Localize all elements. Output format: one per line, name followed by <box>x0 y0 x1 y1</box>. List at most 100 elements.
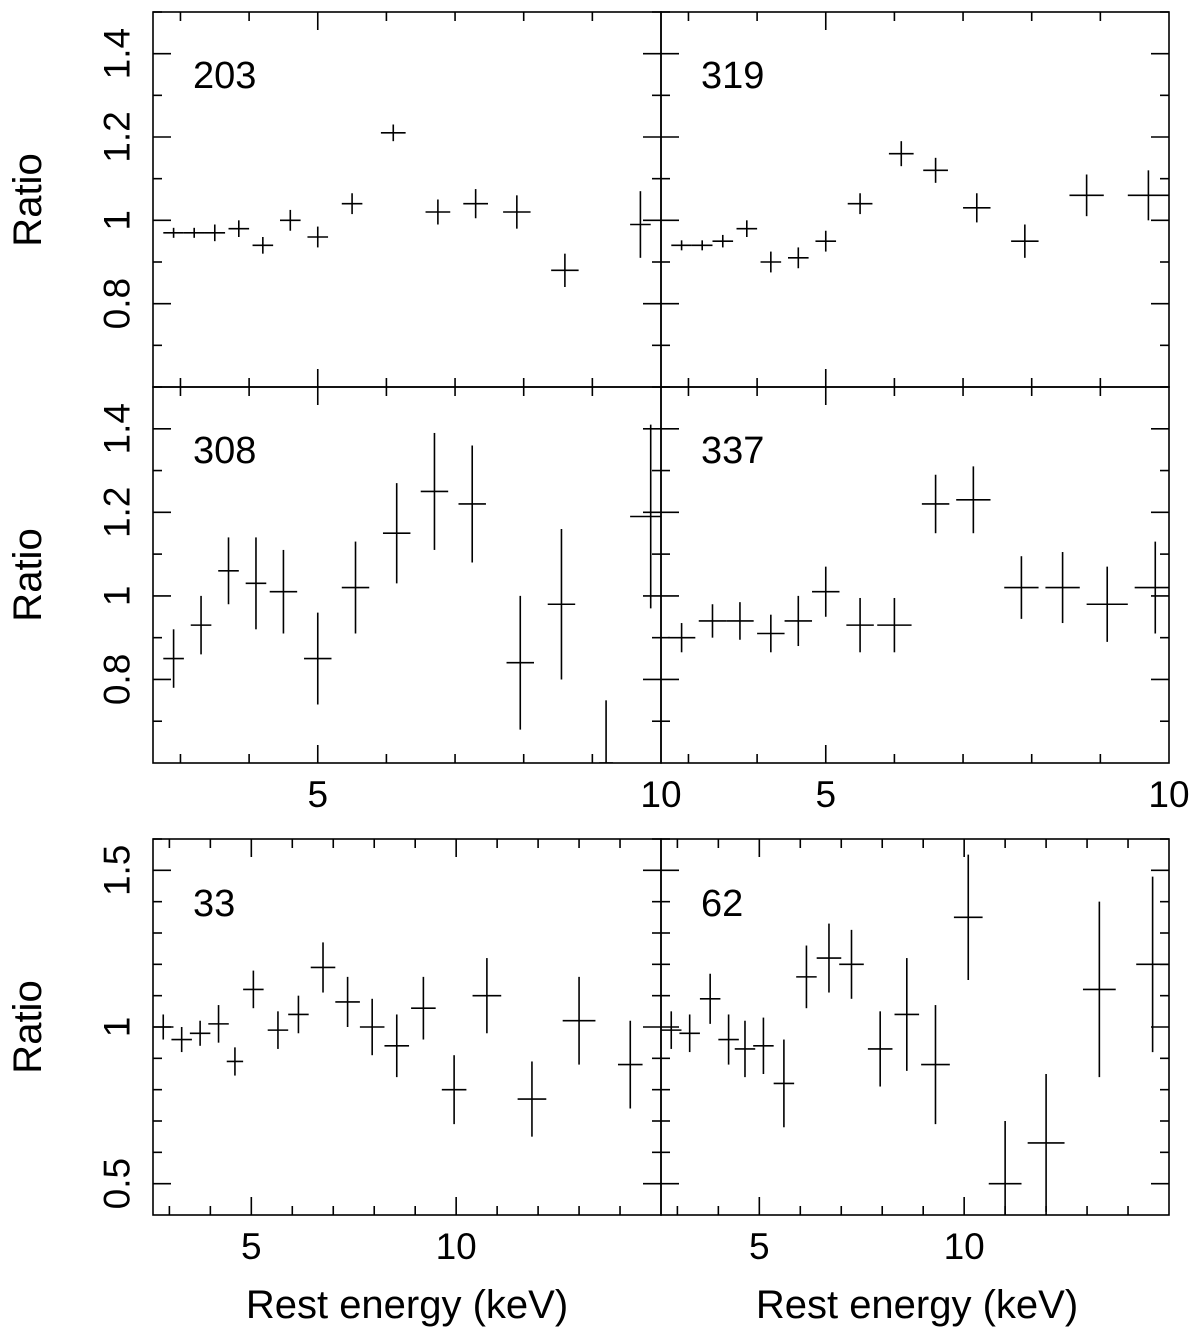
data-point <box>517 1061 547 1137</box>
data-point <box>163 629 184 688</box>
data-point <box>963 193 991 223</box>
data-point <box>773 1039 795 1128</box>
data-point <box>341 541 370 634</box>
y-axis-label: Ratio <box>6 980 50 1073</box>
data-point <box>712 234 734 248</box>
data-point <box>1127 170 1169 221</box>
chart-panel-33: 0.5 1 1.5 5 10 33 <box>97 838 662 1267</box>
x-axis-label: Rest energy (keV) <box>246 1283 568 1327</box>
data-point <box>1134 541 1169 634</box>
chart-panel-62: 5 10 62 <box>660 838 1170 1267</box>
data-point <box>815 230 837 252</box>
data-point <box>226 1047 244 1076</box>
data-point <box>839 929 864 999</box>
data-point <box>736 220 758 237</box>
data-point <box>698 604 727 638</box>
y-tick-label: 1.2 <box>97 111 138 162</box>
x-tick-label: 5 <box>241 1226 262 1267</box>
data-series <box>153 942 643 1137</box>
data-series <box>163 424 661 763</box>
data-point <box>1136 876 1169 1053</box>
data-point <box>1045 552 1080 624</box>
data-point <box>503 195 531 229</box>
panel-label: 203 <box>193 55 256 97</box>
data-point <box>1082 901 1116 1078</box>
data-point <box>420 432 449 550</box>
chart-panel-203: 0.8 1 1.2 1.4 203 <box>97 11 662 388</box>
x-tick-label: 10 <box>640 774 681 815</box>
data-point <box>671 240 692 251</box>
data-point <box>691 240 713 251</box>
data-point <box>562 976 596 1065</box>
data-point <box>847 193 873 215</box>
data-point <box>441 1055 467 1125</box>
data-point <box>718 1014 739 1065</box>
x-axis-label: Rest energy (keV) <box>756 1283 1078 1327</box>
data-point <box>171 1027 192 1053</box>
y-tick-label: 1 <box>97 1017 138 1038</box>
data-point <box>953 854 983 980</box>
x-tick-label: 5 <box>815 774 836 815</box>
data-point <box>812 566 840 617</box>
data-point <box>310 942 336 993</box>
data-point <box>228 220 250 237</box>
data-point <box>189 1020 211 1046</box>
data-point <box>846 597 874 653</box>
data-point <box>267 1011 289 1049</box>
data-series <box>163 124 651 287</box>
data-point <box>304 612 332 705</box>
data-point <box>816 923 842 993</box>
chart-panel-308: 0.8 1 1.2 1.4 5 10 308 <box>97 386 682 815</box>
data-point <box>699 973 721 1024</box>
chart-panel-337: 5 10 337 <box>660 386 1190 815</box>
data-point <box>341 193 363 215</box>
panel-label: 308 <box>193 430 256 472</box>
data-point <box>307 226 329 248</box>
data-point <box>988 1121 1022 1215</box>
data-point <box>599 700 613 763</box>
y-tick-label: 0.5 <box>97 1158 138 1209</box>
panel-label: 319 <box>701 55 764 97</box>
data-point <box>630 424 661 609</box>
data-point <box>252 237 274 254</box>
data-point <box>667 623 696 653</box>
data-point <box>1011 224 1039 258</box>
data-point <box>458 445 486 563</box>
x-tick-label: 5 <box>749 1226 770 1267</box>
data-point <box>218 537 239 605</box>
data-point <box>204 224 226 242</box>
data-point <box>384 1014 410 1078</box>
data-point <box>753 1017 774 1074</box>
data-point <box>163 227 184 238</box>
data-point <box>190 595 212 655</box>
y-tick-label: 1 <box>97 586 138 607</box>
data-point <box>243 970 264 1009</box>
y-tick-label: 1.4 <box>97 403 138 454</box>
data-point <box>1004 556 1039 619</box>
data-point <box>288 995 309 1034</box>
data-point <box>617 1020 643 1109</box>
y-tick-label: 0.8 <box>97 278 138 329</box>
y-axis-label: Ratio <box>6 153 50 246</box>
data-point <box>630 191 651 258</box>
data-point <box>359 998 385 1056</box>
data-point <box>382 483 411 584</box>
data-point <box>894 958 920 1071</box>
data-point <box>245 537 267 630</box>
data-point <box>888 141 914 167</box>
data-point <box>661 1011 682 1049</box>
data-point <box>506 595 534 730</box>
data-point <box>760 251 782 273</box>
data-series <box>661 854 1169 1215</box>
panel-label: 62 <box>701 883 743 925</box>
data-point <box>551 253 579 287</box>
x-tick-label: 5 <box>307 774 328 815</box>
data-point <box>784 595 813 647</box>
x-tick-label: 10 <box>436 1226 477 1267</box>
chart-panel-319: 319 <box>660 11 1170 388</box>
data-point <box>183 227 205 238</box>
y-axis-label: Ratio <box>6 528 50 621</box>
data-point <box>757 614 785 653</box>
y-tick-label: 0.8 <box>97 654 138 705</box>
